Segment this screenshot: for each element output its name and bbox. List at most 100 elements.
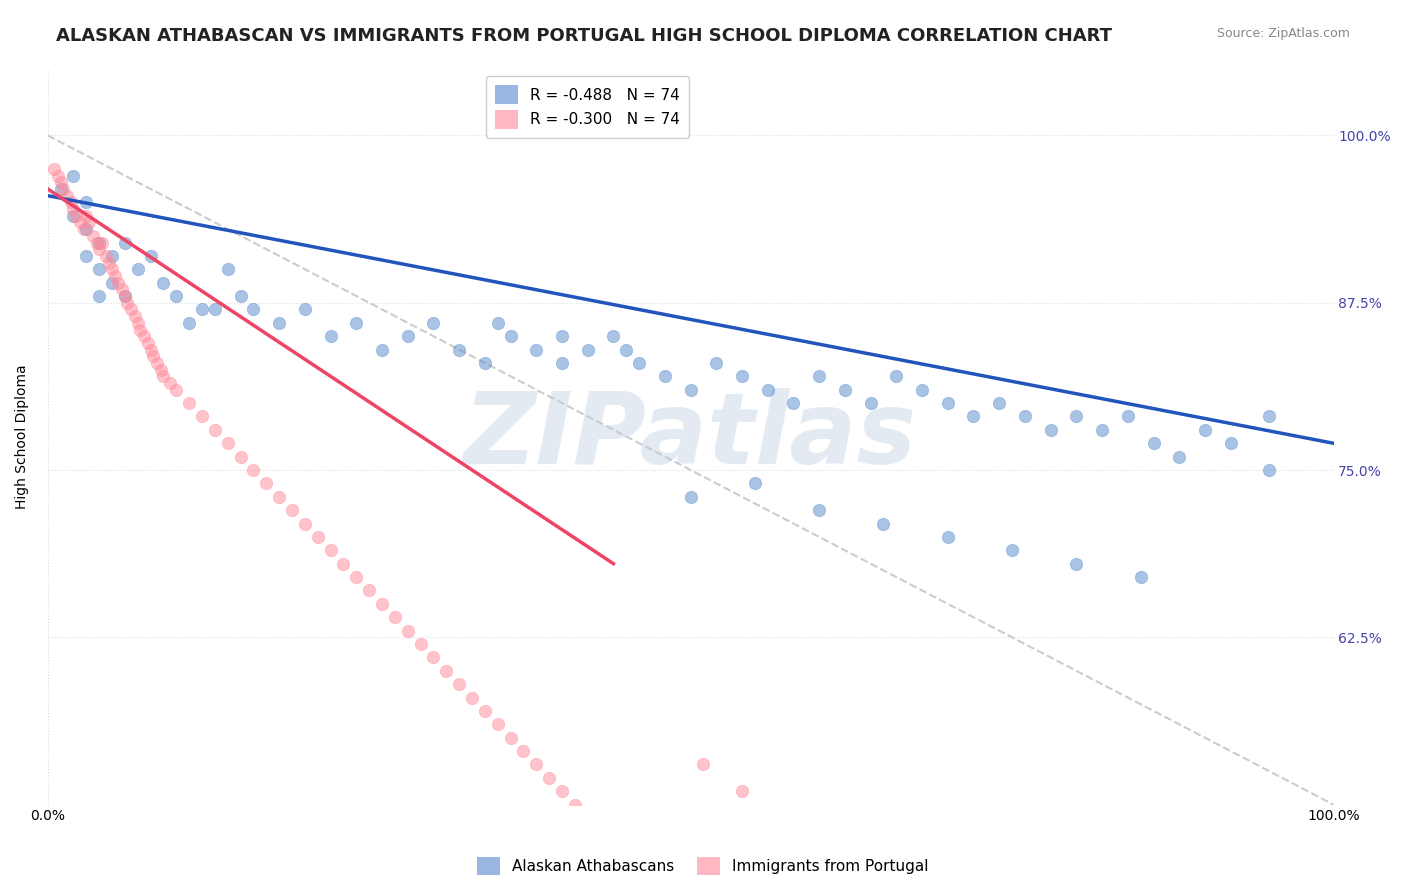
- Point: [159, 376, 181, 390]
- Point: [46, 169, 69, 183]
- Point: [936, 396, 959, 410]
- Point: [56, 188, 79, 202]
- Point: [127, 262, 149, 277]
- Point: [512, 744, 534, 758]
- Point: [731, 784, 754, 798]
- Point: [62, 169, 84, 183]
- Point: [101, 262, 124, 277]
- Point: [77, 215, 100, 229]
- Point: [911, 383, 934, 397]
- Point: [602, 329, 624, 343]
- Point: [359, 583, 381, 598]
- Point: [49, 175, 72, 189]
- Point: [82, 228, 104, 243]
- Point: [1066, 409, 1088, 424]
- Point: [486, 316, 509, 330]
- Point: [692, 757, 714, 772]
- Point: [859, 396, 882, 410]
- Point: [1001, 543, 1024, 558]
- Point: [422, 316, 444, 330]
- Point: [679, 383, 702, 397]
- Point: [307, 530, 329, 544]
- Point: [834, 383, 856, 397]
- Point: [319, 543, 342, 558]
- Point: [104, 268, 127, 283]
- Y-axis label: High School Diploma: High School Diploma: [15, 364, 30, 508]
- Point: [474, 704, 496, 718]
- Point: [294, 516, 316, 531]
- Point: [756, 383, 779, 397]
- Point: [474, 356, 496, 370]
- Point: [1014, 409, 1036, 424]
- Point: [1066, 557, 1088, 571]
- Legend: Alaskan Athabascans, Immigrants from Portugal: Alaskan Athabascans, Immigrants from Por…: [468, 847, 938, 884]
- Point: [499, 731, 522, 745]
- Point: [628, 356, 651, 370]
- Point: [152, 276, 174, 290]
- Point: [744, 476, 766, 491]
- Point: [75, 222, 97, 236]
- Point: [134, 329, 156, 343]
- Point: [75, 249, 97, 263]
- Point: [179, 316, 201, 330]
- Point: [499, 329, 522, 343]
- Point: [129, 322, 152, 336]
- Point: [614, 343, 637, 357]
- Text: ALASKAN ATHABASCAN VS IMMIGRANTS FROM PORTUGAL HIGH SCHOOL DIPLOMA CORRELATION C: ALASKAN ATHABASCAN VS IMMIGRANTS FROM PO…: [56, 27, 1112, 45]
- Point: [191, 302, 214, 317]
- Point: [114, 289, 136, 303]
- Point: [1258, 409, 1281, 424]
- Point: [384, 610, 406, 624]
- Point: [75, 195, 97, 210]
- Point: [120, 302, 142, 317]
- Point: [165, 289, 187, 303]
- Point: [89, 242, 111, 256]
- Point: [75, 209, 97, 223]
- Point: [62, 209, 84, 223]
- Point: [1258, 463, 1281, 477]
- Point: [139, 343, 162, 357]
- Point: [204, 423, 226, 437]
- Point: [551, 356, 574, 370]
- Point: [101, 276, 124, 290]
- Point: [73, 222, 96, 236]
- Point: [294, 302, 316, 317]
- Text: ZIPatlas: ZIPatlas: [464, 388, 917, 485]
- Point: [204, 302, 226, 317]
- Point: [89, 262, 111, 277]
- Point: [1168, 450, 1191, 464]
- Point: [89, 289, 111, 303]
- Point: [1039, 423, 1062, 437]
- Point: [1194, 423, 1216, 437]
- Point: [524, 343, 547, 357]
- Point: [89, 235, 111, 250]
- Point: [114, 289, 136, 303]
- Point: [114, 235, 136, 250]
- Point: [551, 329, 574, 343]
- Point: [344, 316, 367, 330]
- Point: [191, 409, 214, 424]
- Point: [332, 557, 354, 571]
- Point: [872, 516, 894, 531]
- Point: [371, 597, 394, 611]
- Point: [396, 329, 419, 343]
- Point: [576, 343, 599, 357]
- Point: [69, 215, 91, 229]
- Point: [111, 282, 134, 296]
- Point: [254, 476, 277, 491]
- Point: [152, 369, 174, 384]
- Point: [94, 249, 117, 263]
- Legend: R = -0.488   N = 74, R = -0.300   N = 74: R = -0.488 N = 74, R = -0.300 N = 74: [486, 76, 689, 138]
- Point: [98, 255, 121, 269]
- Point: [101, 249, 124, 263]
- Point: [149, 362, 172, 376]
- Point: [319, 329, 342, 343]
- Text: Source: ZipAtlas.com: Source: ZipAtlas.com: [1216, 27, 1350, 40]
- Point: [808, 503, 831, 517]
- Point: [936, 530, 959, 544]
- Point: [486, 717, 509, 731]
- Point: [242, 463, 264, 477]
- Point: [242, 302, 264, 317]
- Point: [90, 235, 112, 250]
- Point: [886, 369, 908, 384]
